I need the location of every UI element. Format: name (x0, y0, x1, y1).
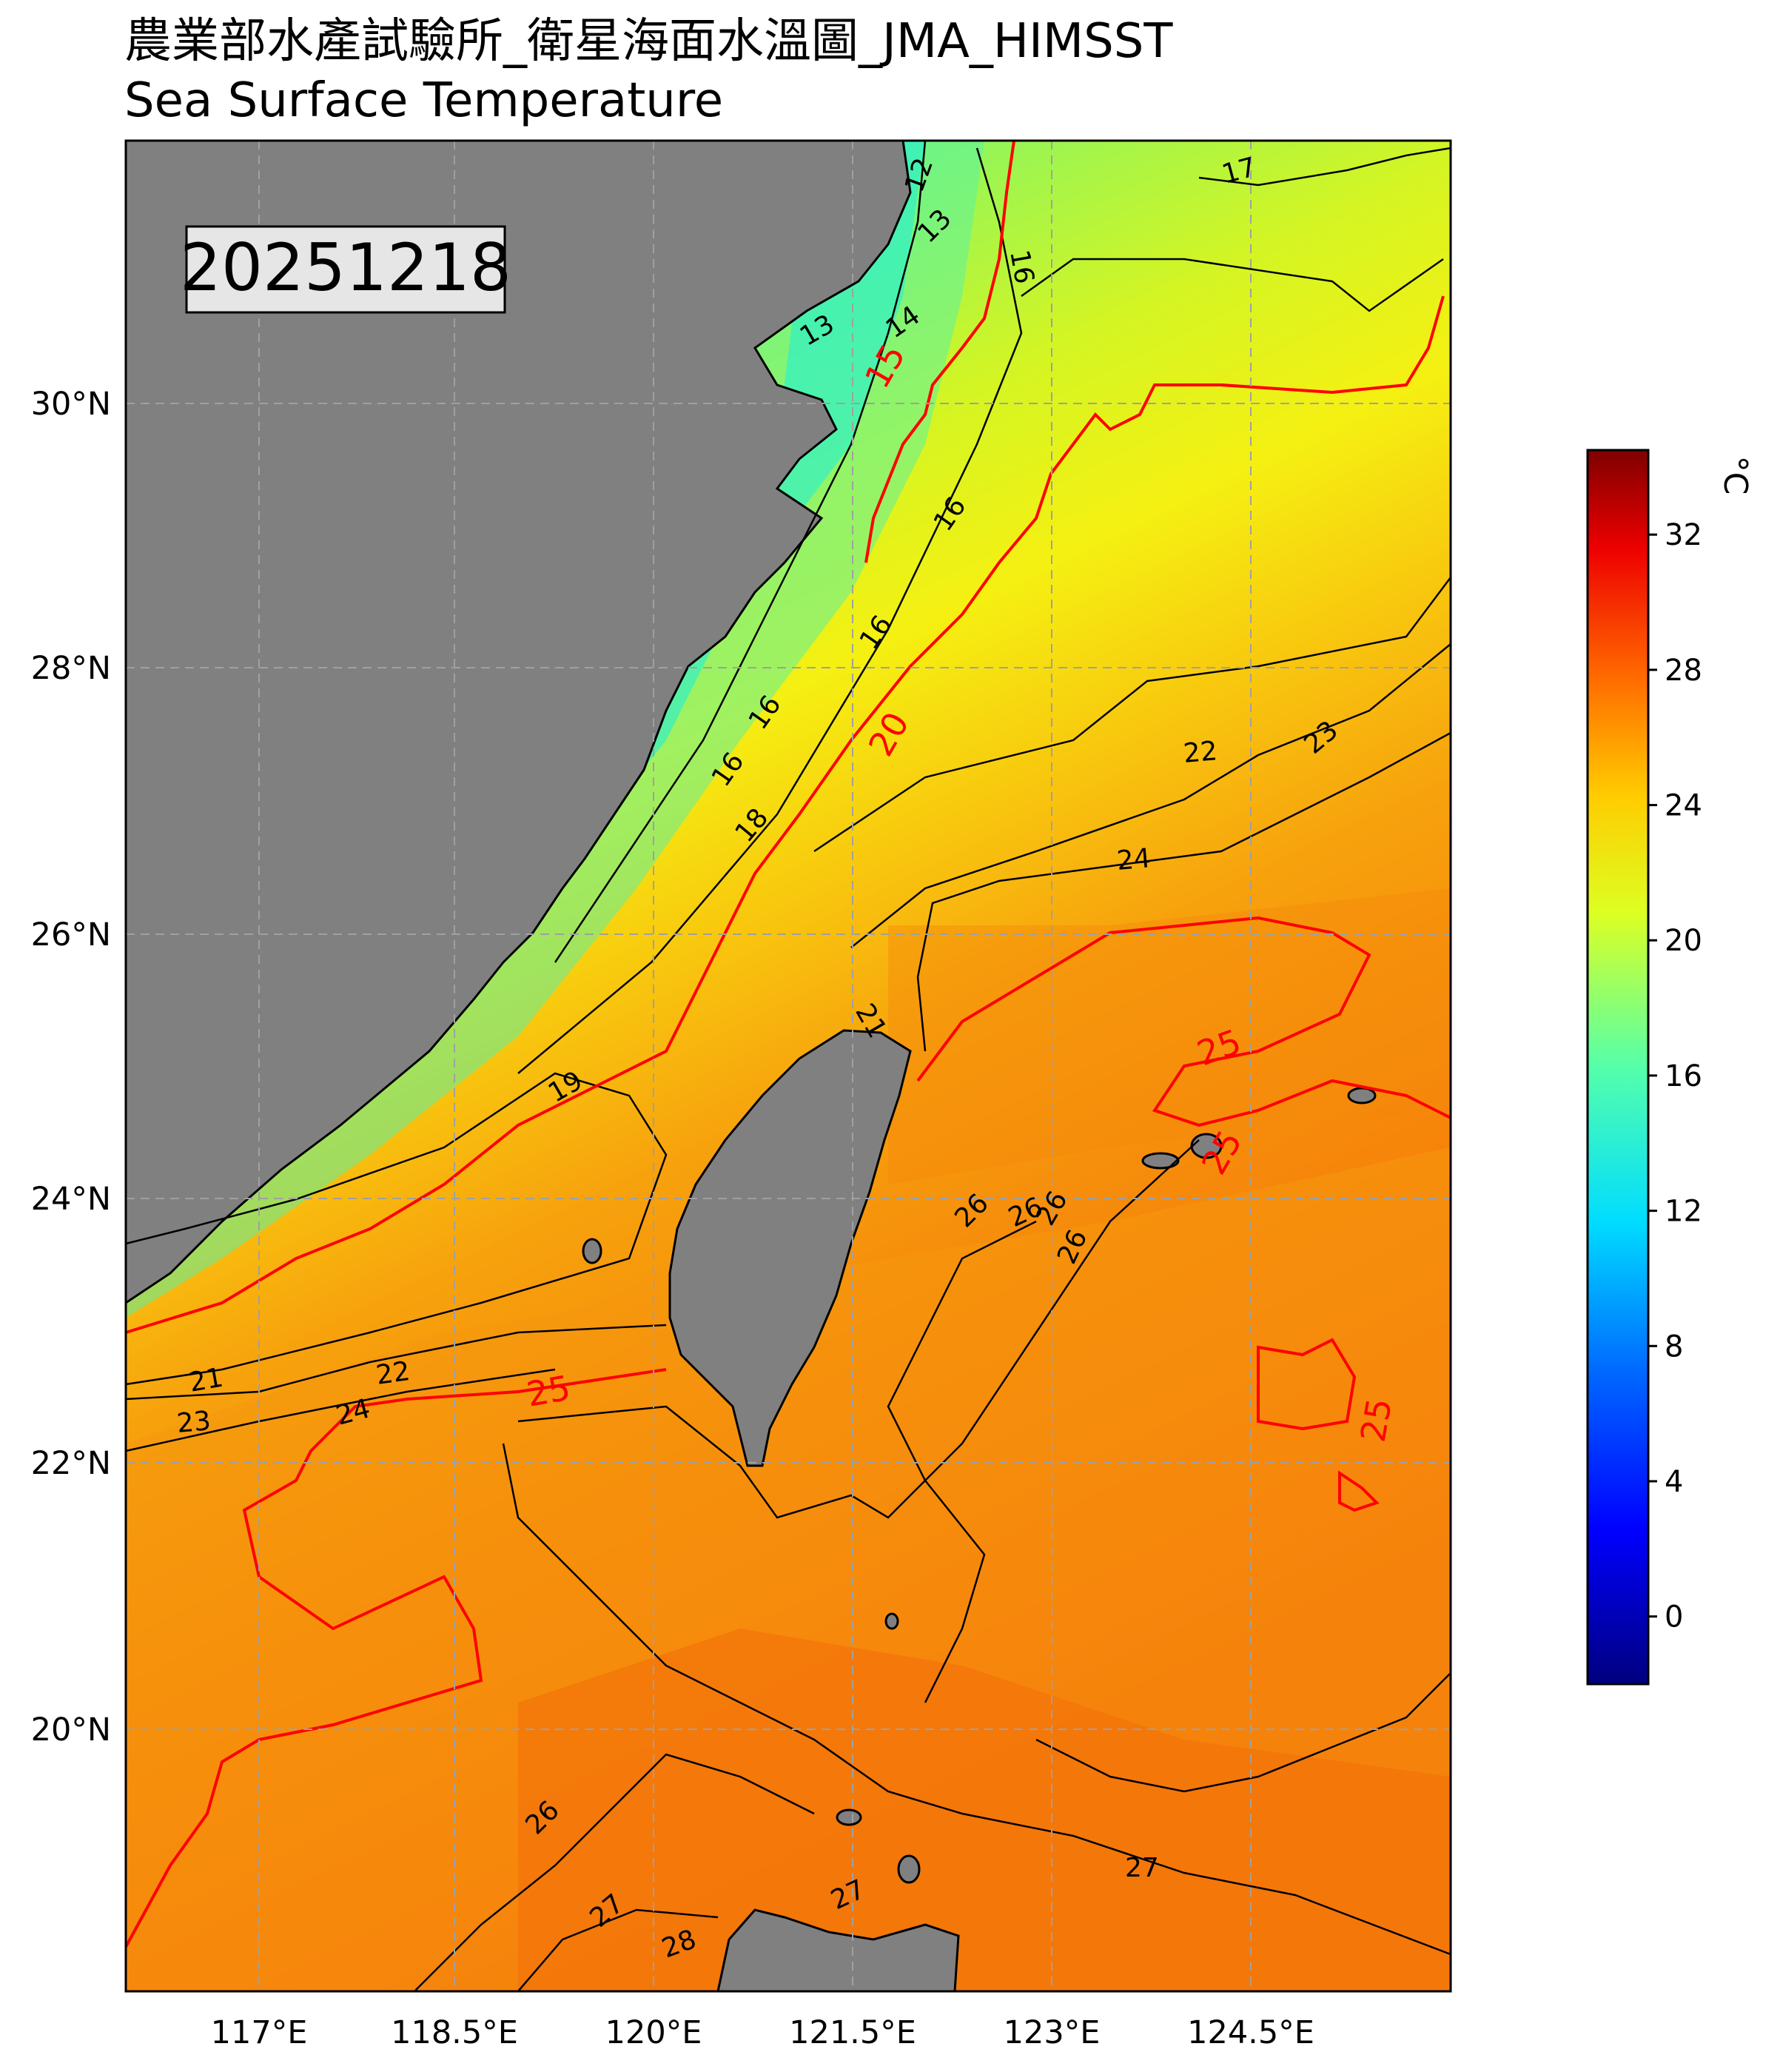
lon-tick: 120°E (605, 2014, 702, 2051)
red-contours (124, 140, 1451, 1948)
colorbar-ticks: 32 28 24 20 16 12 8 4 0 (1648, 518, 1702, 1635)
luzon-land (716, 1908, 960, 1993)
taiwan-land (668, 1029, 912, 1467)
contour-lines (125, 140, 1451, 1992)
contour-label: 21 (187, 1363, 225, 1398)
lat-tick: 20°N (31, 1711, 111, 1749)
colorbar-tick-label: 24 (1665, 789, 1702, 823)
colorbar-tick-label: 0 (1665, 1600, 1683, 1635)
lon-tick: 118.5°E (391, 2014, 518, 2051)
longitude-ticks: 117°E 118.5°E 120°E 121.5°E 123°E 124.5°… (211, 2014, 1314, 2051)
colorbar-unit: °C (1716, 456, 1754, 495)
date-box: 20251218 (180, 225, 511, 314)
lat-tick: 30°N (31, 386, 111, 423)
mainland-land (124, 139, 912, 1305)
contour-label: 22 (1182, 736, 1218, 769)
colorbar-tick-label: 28 (1665, 654, 1702, 688)
contour-label: 22 (375, 1356, 412, 1391)
contour-label: 25 (524, 1367, 574, 1414)
contour-label: 27 (1125, 1853, 1159, 1883)
colorbar-tick-label: 4 (1665, 1465, 1683, 1499)
colorbar-tick-label: 12 (1665, 1195, 1702, 1229)
small-islands (582, 1087, 1377, 1884)
lon-tick: 123°E (1004, 2014, 1101, 2051)
lat-tick: 24°N (31, 1181, 111, 1218)
colorbar-gradient (1586, 449, 1650, 1686)
date-label: 20251218 (180, 229, 511, 306)
chart-subtitle: Sea Surface Temperature (124, 73, 724, 128)
lat-tick: 26°N (31, 916, 111, 953)
lon-tick: 121.5°E (789, 2014, 916, 2051)
lat-tick: 28°N (31, 650, 111, 687)
chart-title: 農業部水產試驗所_衛星海面水溫圖_JMA_HIMSST (124, 14, 1173, 69)
lon-tick: 124.5°E (1187, 2014, 1314, 2051)
lat-tick: 22°N (31, 1445, 111, 1482)
contour-label: 16 (1004, 247, 1039, 286)
colorbar-tick-label: 32 (1665, 518, 1702, 552)
lon-tick: 117°E (211, 2014, 308, 2051)
latitude-ticks: 30°N 28°N 26°N 24°N 22°N 20°N (31, 386, 111, 1749)
contour-label: 25 (1353, 1395, 1400, 1445)
colorbar-tick-label: 8 (1665, 1330, 1683, 1364)
contour-label: 24 (1115, 843, 1152, 876)
colorbar: 32 28 24 20 16 12 8 4 0 °C (1586, 449, 1754, 1686)
map-frame (124, 139, 1452, 1993)
contour-label: 23 (175, 1406, 212, 1439)
gridlines (126, 141, 1451, 1991)
colorbar-tick-label: 16 (1665, 1059, 1702, 1093)
colorbar-tick-label: 20 (1665, 924, 1702, 958)
